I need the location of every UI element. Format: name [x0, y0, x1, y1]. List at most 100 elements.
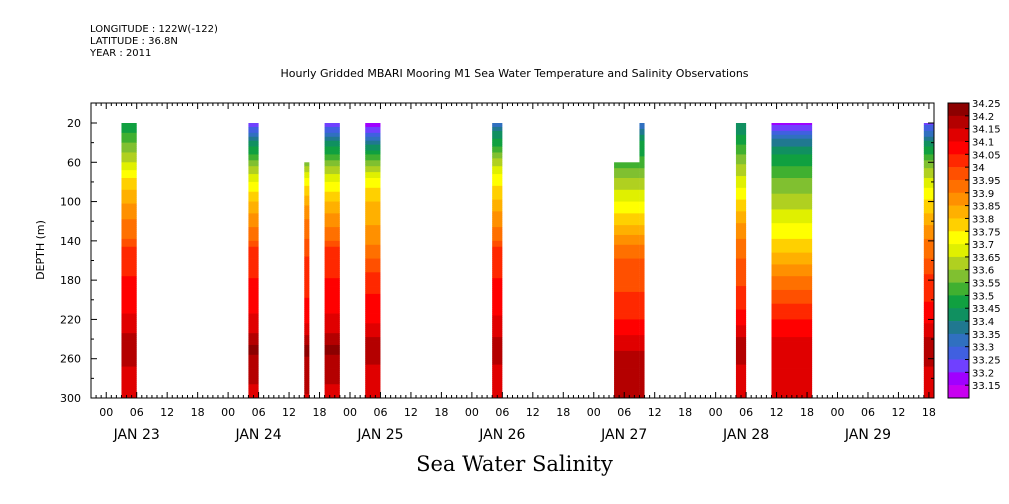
data-cell [365, 128, 381, 132]
data-cell [492, 323, 503, 326]
data-cell [735, 297, 747, 301]
data-cell [771, 128, 813, 132]
data-cell [639, 364, 645, 367]
data-cell [304, 329, 310, 332]
data-cell [771, 156, 813, 159]
data-cell [121, 335, 137, 338]
data-cell [639, 242, 645, 246]
data-cell [639, 162, 645, 165]
data-cell [771, 317, 813, 320]
data-cell [121, 390, 137, 393]
x-tick-label: 06 [861, 406, 875, 419]
data-cell [771, 374, 813, 377]
data-cell [923, 185, 934, 189]
data-cell [121, 240, 137, 244]
data-cell [121, 215, 137, 218]
data-cell [735, 185, 747, 189]
data-cell [923, 197, 934, 200]
data-cell [324, 276, 340, 279]
data-cell [639, 181, 645, 185]
data-cell [365, 126, 381, 130]
data-cell [324, 183, 340, 187]
data-cell [492, 240, 503, 244]
data-cell [248, 191, 259, 195]
data-cell [492, 346, 503, 350]
data-cell [639, 136, 645, 140]
data-cell [248, 333, 259, 336]
data-cell [639, 329, 645, 332]
data-cell [735, 201, 747, 204]
x-tick-label: 18 [678, 406, 692, 419]
data-cell [304, 264, 310, 267]
data-cell [923, 264, 934, 267]
data-cell [304, 199, 310, 202]
data-cell [923, 154, 934, 157]
data-cell [248, 248, 259, 252]
data-cell [923, 288, 934, 291]
data-cell [735, 248, 747, 252]
data-cell [614, 293, 640, 297]
data-cell [324, 166, 340, 169]
data-cell [248, 286, 259, 289]
data-cell [324, 354, 340, 358]
data-cell [923, 348, 934, 352]
colorbar-swatch [948, 321, 969, 335]
data-cell [324, 262, 340, 265]
colorbar-swatch [948, 385, 969, 399]
data-cell [121, 185, 137, 189]
data-cell [614, 164, 640, 167]
data-cell [121, 181, 137, 185]
data-cell [365, 352, 381, 356]
data-cell [121, 236, 137, 240]
x-day-label: JAN 24 [234, 427, 281, 443]
data-cell [735, 315, 747, 318]
data-cell [324, 362, 340, 365]
data-cell [771, 301, 813, 305]
data-cell [304, 299, 310, 303]
data-cell [304, 376, 310, 379]
data-cell [121, 380, 137, 383]
data-cell [639, 278, 645, 281]
data-cell [639, 156, 645, 159]
data-cell [639, 378, 645, 381]
data-cell [365, 231, 381, 234]
data-cell [771, 307, 813, 310]
data-cell [304, 274, 310, 277]
data-cell [735, 231, 747, 234]
data-cell [771, 272, 813, 275]
data-cell [324, 193, 340, 197]
data-cell [248, 256, 259, 259]
data-cell [771, 205, 813, 208]
data-cell [771, 339, 813, 342]
data-cell [735, 211, 747, 214]
data-cell [365, 295, 381, 299]
colorbar-label: 33.9 [972, 189, 994, 200]
data-cell [365, 291, 381, 295]
data-cell [304, 166, 310, 169]
data-cell [121, 323, 137, 326]
x-tick-label: 18 [313, 406, 327, 419]
data-cell [304, 352, 310, 356]
data-cell [304, 164, 310, 167]
data-cell [365, 229, 381, 232]
data-cell [614, 378, 640, 381]
data-cell [735, 280, 747, 283]
data-cell [121, 256, 137, 259]
x-tick-label: 00 [709, 406, 723, 419]
data-cell [248, 341, 259, 344]
data-cell [248, 193, 259, 197]
data-cell [304, 288, 310, 291]
data-cell [121, 132, 137, 136]
data-cell [614, 390, 640, 393]
data-cell [639, 191, 645, 195]
data-cell [324, 225, 340, 228]
data-cell [639, 258, 645, 261]
data-cell [923, 128, 934, 132]
data-cell [771, 295, 813, 299]
colorbar-swatch [948, 167, 969, 181]
data-cell [248, 282, 259, 285]
data-cell [248, 195, 259, 199]
data-cell [492, 250, 503, 254]
data-cell [639, 189, 645, 193]
data-cell [121, 270, 137, 273]
